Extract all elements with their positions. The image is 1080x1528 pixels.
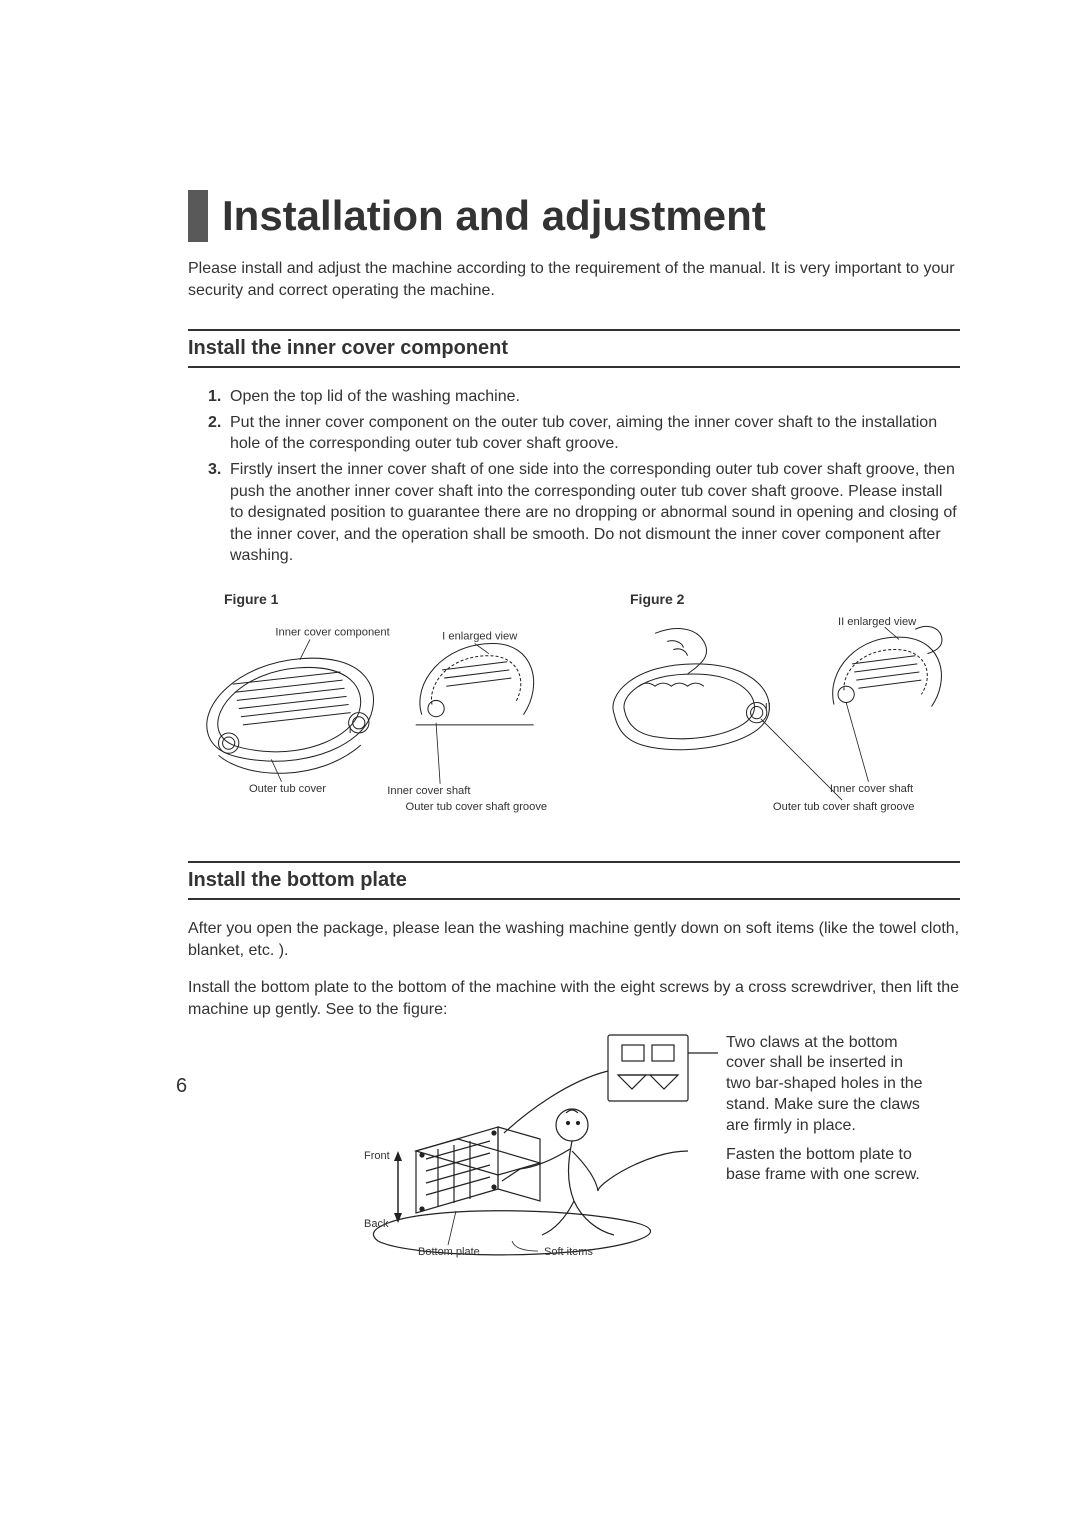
section-rule bbox=[188, 898, 960, 900]
bottom-figure-wrap: Front Back Bottom plate Soft items Two c… bbox=[188, 1031, 960, 1291]
label-ii-marker: II bbox=[765, 702, 771, 714]
figure2-column: Figure 2 II bbox=[594, 591, 960, 821]
callout-screw: Fasten the bottom plate to base frame wi… bbox=[726, 1145, 926, 1187]
section2-para2: Install the bottom plate to the bottom o… bbox=[188, 977, 960, 1020]
label-outer-tub-groove: Outer tub cover shaft groove bbox=[406, 801, 548, 813]
section2-para1: After you open the package, please lean … bbox=[188, 918, 960, 961]
manual-page: Installation and adjustment Please insta… bbox=[0, 0, 1080, 1528]
figure2-label: Figure 2 bbox=[630, 591, 960, 607]
section1-heading: Install the inner cover component bbox=[188, 337, 960, 360]
title-accent-bar bbox=[188, 190, 208, 242]
step-item: Open the top lid of the washing machine. bbox=[208, 386, 960, 408]
callout-claws: Two claws at the bottom cover shall be i… bbox=[726, 1033, 926, 1137]
page-title: Installation and adjustment bbox=[222, 192, 766, 240]
label-back: Back bbox=[364, 1218, 389, 1230]
figure1-column: Figure 1 bbox=[188, 591, 554, 821]
section2-heading: Install the bottom plate bbox=[188, 869, 960, 892]
page-title-row: Installation and adjustment bbox=[188, 190, 960, 242]
label-bottom-plate: Bottom plate bbox=[418, 1246, 480, 1258]
figure1-diagram: Inner cover component Outer tub cover I … bbox=[188, 613, 554, 816]
section1-steps: Open the top lid of the washing machine.… bbox=[188, 386, 960, 567]
label-inner-cover-component: Inner cover component bbox=[275, 626, 390, 638]
section-rule bbox=[188, 861, 960, 863]
figure-row: Figure 1 bbox=[188, 591, 960, 821]
page-number: 6 bbox=[176, 1075, 187, 1098]
label-front: Front bbox=[364, 1150, 390, 1162]
step-item: Put the inner cover component on the out… bbox=[208, 412, 960, 455]
section-rule bbox=[188, 329, 960, 331]
figure1-label: Figure 1 bbox=[224, 591, 554, 607]
label-soft-items: Soft items bbox=[544, 1246, 593, 1258]
figure2-diagram: II II enlarged view Inner cover shaf bbox=[594, 613, 960, 816]
label-i-enlarged: I enlarged view bbox=[442, 630, 518, 642]
section-rule bbox=[188, 366, 960, 368]
label-ii-enlarged: II enlarged view bbox=[838, 616, 917, 628]
step-item: Firstly insert the inner cover shaft of … bbox=[208, 459, 960, 567]
label-inner-cover-shaft: Inner cover shaft bbox=[387, 785, 471, 797]
label-outer-tub-cover: Outer tub cover bbox=[249, 783, 326, 795]
intro-paragraph: Please install and adjust the machine ac… bbox=[188, 258, 960, 301]
label-outer-tub-groove: Outer tub cover shaft groove bbox=[773, 801, 915, 813]
label-i-marker: I bbox=[349, 724, 352, 736]
label-inner-cover-shaft: Inner cover shaft bbox=[830, 783, 914, 795]
